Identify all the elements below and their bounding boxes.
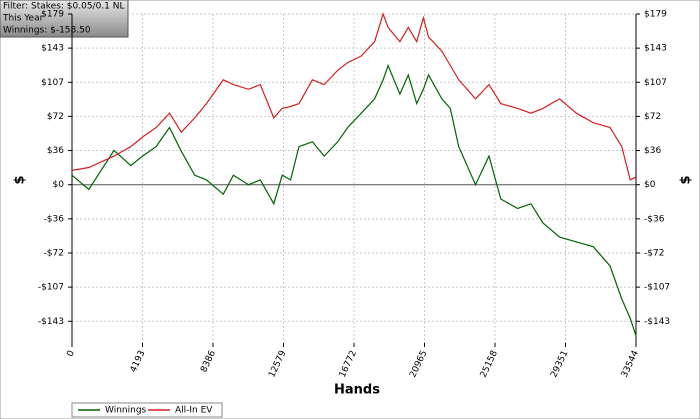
y2-axis-label: $ <box>679 175 694 184</box>
y2-tick-label: -$72 <box>644 248 664 258</box>
y2-tick-label: $36 <box>644 146 661 156</box>
y2-tick-label: -$107 <box>644 283 670 293</box>
y-tick-label: -$143 <box>38 317 64 327</box>
x-tick-label: 0 <box>65 349 77 359</box>
filter-text: Filter: Stakes: $0.05/0.1 NL <box>3 2 125 12</box>
y-tick-label: -$107 <box>38 283 64 293</box>
series-line <box>71 63 637 336</box>
y-tick-label: $72 <box>47 112 64 122</box>
y-axis-label: $ <box>13 175 28 184</box>
y-tick-label: $179 <box>41 10 64 20</box>
y2-tick-label: $143 <box>644 44 667 54</box>
legend <box>71 402 223 418</box>
y-tick-label: $107 <box>41 78 64 88</box>
filter-text: Winnings: $-158.50 <box>3 26 91 36</box>
y-tick-label: $143 <box>41 44 64 54</box>
y2-tick-label: -$36 <box>644 214 665 224</box>
y2-tick-label: $72 <box>644 112 661 122</box>
series-line <box>71 12 637 181</box>
y2-tick-label: $107 <box>644 78 667 88</box>
y-tick-label: $36 <box>47 146 64 156</box>
y2-tick-label: $179 <box>644 10 667 20</box>
y-tick-label: -$36 <box>44 214 65 224</box>
legend-label: Winnings <box>105 406 147 416</box>
filter-box <box>0 0 129 38</box>
y-tick-label: $0 <box>53 180 65 190</box>
legend-label: All-In EV <box>175 406 213 416</box>
x-axis-label: Hands <box>334 383 380 398</box>
y-tick-label: -$72 <box>44 248 64 258</box>
y2-tick-label: $0 <box>644 180 656 190</box>
y2-tick-label: -$143 <box>644 317 670 327</box>
filter-text: This Year <box>2 14 44 24</box>
